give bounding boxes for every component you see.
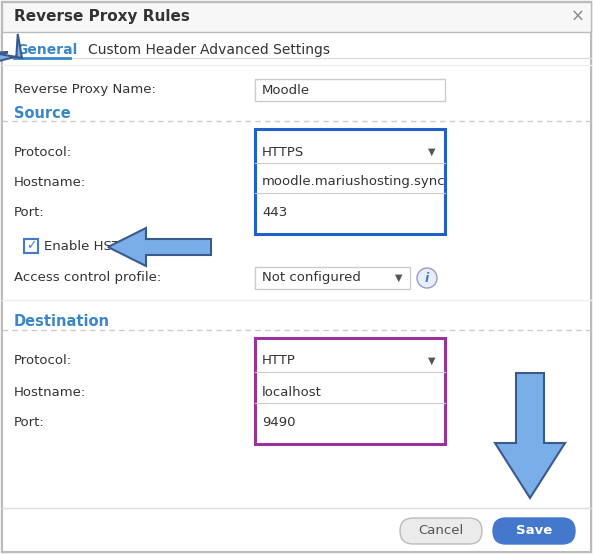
Circle shape <box>417 268 437 288</box>
Text: Protocol:: Protocol: <box>14 355 72 367</box>
Text: ▼: ▼ <box>396 273 403 283</box>
Text: HTTP: HTTP <box>262 355 296 367</box>
Bar <box>255 338 445 444</box>
Text: moodle.mariushosting.sync: moodle.mariushosting.sync <box>262 176 445 188</box>
Text: ×: × <box>571 8 585 26</box>
Text: i: i <box>425 271 429 285</box>
Text: Reverse Proxy Name:: Reverse Proxy Name: <box>14 84 156 96</box>
Polygon shape <box>108 228 211 266</box>
Text: General: General <box>16 43 77 57</box>
Bar <box>255 79 445 101</box>
FancyBboxPatch shape <box>493 518 575 544</box>
Text: Hostname:: Hostname: <box>14 386 86 398</box>
Text: Protocol:: Protocol: <box>14 146 72 158</box>
Polygon shape <box>495 373 565 498</box>
Text: localhost: localhost <box>262 386 322 398</box>
Text: Save: Save <box>516 525 552 537</box>
Text: Not configured: Not configured <box>262 271 361 285</box>
Text: Enable HSTS: Enable HSTS <box>44 240 128 254</box>
Text: Moodle: Moodle <box>262 84 310 96</box>
Text: Advanced Settings: Advanced Settings <box>200 43 330 57</box>
Text: Cancel: Cancel <box>419 525 464 537</box>
Text: HTTPS: HTTPS <box>262 146 304 158</box>
Bar <box>255 267 410 289</box>
Text: ▼: ▼ <box>428 356 436 366</box>
Bar <box>255 129 445 234</box>
Text: ▼: ▼ <box>428 147 436 157</box>
Text: Port:: Port: <box>14 206 44 218</box>
Text: Custom Header: Custom Header <box>88 43 196 57</box>
Text: ✓: ✓ <box>25 239 36 253</box>
Text: Hostname:: Hostname: <box>14 176 86 188</box>
Text: 9490: 9490 <box>262 416 295 428</box>
Text: Access control profile:: Access control profile: <box>14 271 161 285</box>
Text: Port:: Port: <box>14 416 44 428</box>
Text: Destination: Destination <box>14 315 110 330</box>
Polygon shape <box>0 34 22 65</box>
FancyBboxPatch shape <box>400 518 482 544</box>
Text: 443: 443 <box>262 206 287 218</box>
Text: Reverse Proxy Rules: Reverse Proxy Rules <box>14 9 190 24</box>
Bar <box>24 239 38 253</box>
Bar <box>2 2 591 32</box>
Text: Source: Source <box>14 105 71 121</box>
